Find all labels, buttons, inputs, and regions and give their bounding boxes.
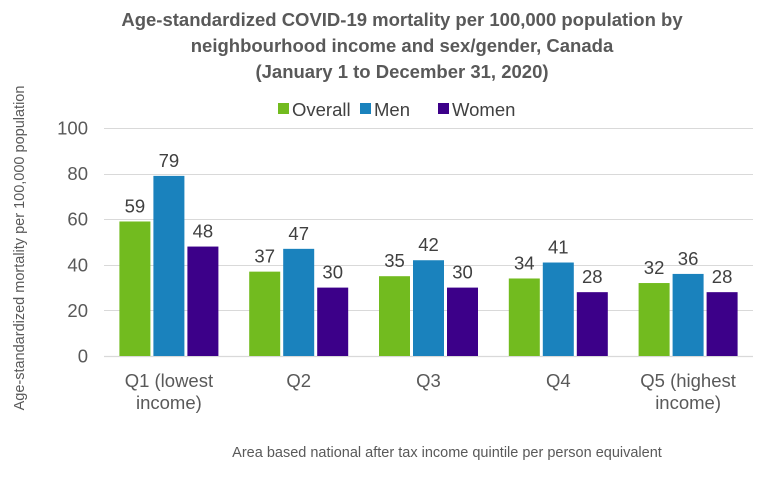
bar-women [187, 246, 219, 356]
y-tick-label: 60 [67, 209, 88, 230]
bar-overall [508, 278, 540, 356]
data-label: 28 [712, 266, 733, 287]
x-category-label: Q3 [416, 370, 441, 391]
data-label: 42 [418, 234, 439, 255]
data-labels: 59 79 48 37 47 30 35 42 30 34 41 28 32 36 28 [125, 150, 733, 287]
y-axis-ticks: 0 20 40 60 80 100 [57, 118, 88, 367]
legend: Overall Men Women [278, 99, 515, 120]
data-label: 79 [159, 150, 180, 171]
data-label: 48 [193, 221, 214, 242]
bar-overall [119, 221, 151, 356]
bar-men [153, 175, 185, 356]
y-tick-label: 80 [67, 163, 88, 184]
chart-title-line: (January 1 to December 31, 2020) [255, 61, 548, 82]
x-category-label: income) [655, 392, 721, 413]
bar-women [447, 287, 478, 356]
bar-men [542, 262, 574, 356]
x-axis-title: Area based national after tax income qui… [232, 445, 662, 461]
bar-men [672, 273, 704, 356]
y-tick-label: 40 [67, 254, 88, 275]
legend-label: Men [374, 99, 410, 120]
bar-overall [379, 276, 410, 356]
data-label: 28 [582, 266, 603, 287]
x-category-label: income) [136, 392, 202, 413]
data-label: 34 [514, 252, 535, 273]
x-category-label: Q4 [546, 370, 571, 391]
y-tick-label: 100 [57, 118, 88, 139]
bar-women [706, 292, 738, 356]
bar-overall [249, 271, 281, 356]
data-label: 32 [644, 257, 665, 278]
chart-title: Age-standardized COVID-19 mortality per … [121, 9, 683, 82]
legend-item-men: Men [360, 99, 410, 120]
data-label: 47 [288, 223, 309, 244]
bar-men [413, 260, 444, 356]
legend-swatch [278, 103, 289, 114]
legend-swatch [360, 103, 371, 114]
legend-item-overall: Overall [278, 99, 351, 120]
data-label: 35 [384, 250, 405, 271]
chart-title-line: neighbourhood income and sex/gender, Can… [191, 35, 614, 56]
legend-item-women: Women [438, 99, 515, 120]
chart-title-line: Age-standardized COVID-19 mortality per … [121, 9, 683, 30]
data-label: 59 [125, 195, 146, 216]
legend-label: Women [452, 99, 515, 120]
data-label: 36 [678, 248, 699, 269]
x-category-label: Q2 [286, 370, 311, 391]
bar-overall [638, 283, 670, 356]
data-label: 30 [322, 262, 343, 283]
y-tick-label: 0 [78, 346, 88, 367]
x-category-label: Q5 (highest [640, 370, 736, 391]
legend-label: Overall [292, 99, 351, 120]
data-label: 41 [548, 237, 569, 258]
data-label: 30 [452, 262, 473, 283]
bar-women [576, 292, 608, 356]
legend-swatch [438, 103, 449, 114]
bar-men [283, 248, 315, 356]
y-axis-title: Age-standardized mortality per 100,000 p… [12, 86, 28, 411]
bar-women [317, 287, 349, 356]
data-label: 37 [254, 246, 275, 267]
x-category-label: Q1 (lowest [125, 370, 213, 391]
y-tick-label: 20 [67, 300, 88, 321]
bars [119, 175, 738, 356]
